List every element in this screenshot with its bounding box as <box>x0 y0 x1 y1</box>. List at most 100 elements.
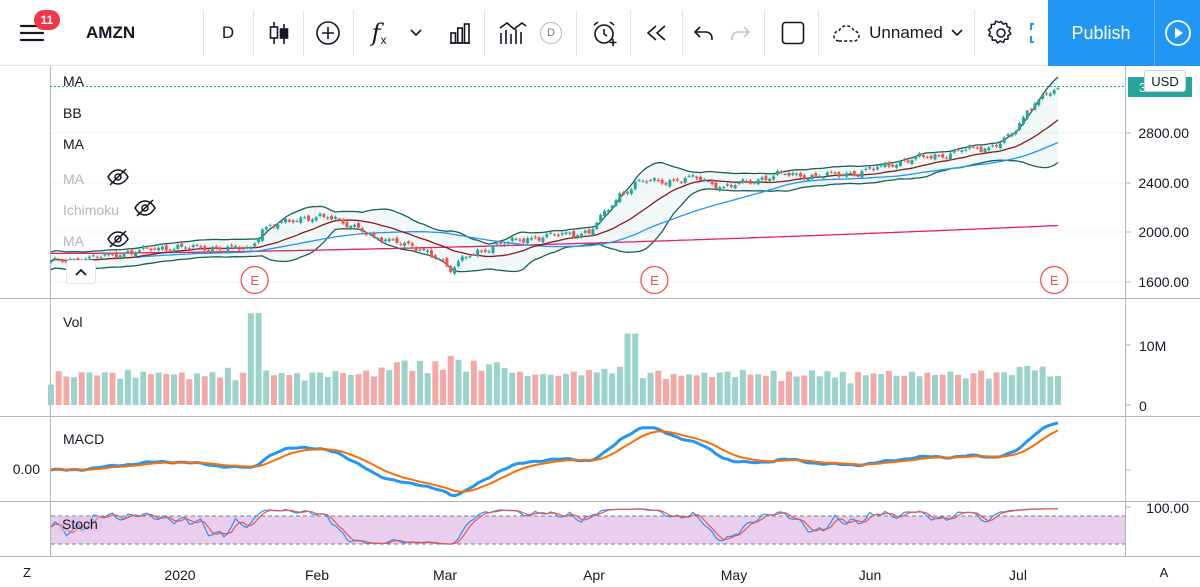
candle-body <box>629 189 633 194</box>
candle-body <box>287 220 291 222</box>
volume-bar <box>939 374 946 405</box>
time-axis[interactable]: 2020 Feb Mar Apr May Jun Jul <box>164 567 1027 583</box>
fullscreen-button[interactable] <box>1030 0 1048 66</box>
legend-ma-2[interactable]: MA <box>63 136 84 152</box>
candle-body <box>860 171 864 178</box>
eye-off-icon[interactable] <box>106 168 130 189</box>
candle-body <box>768 178 772 182</box>
candle-body <box>387 239 391 242</box>
candle-body <box>1037 99 1041 106</box>
symbol-search[interactable]: AMZN <box>86 23 136 42</box>
candle-body <box>364 233 368 236</box>
legend-ma-4-hidden[interactable]: MA <box>63 230 130 251</box>
candle-body <box>172 249 176 253</box>
bar-replay-button[interactable] <box>634 0 680 66</box>
volume-bar <box>309 372 316 405</box>
zoom-button[interactable]: Z <box>23 564 31 580</box>
collapse-legend-button[interactable] <box>66 260 96 284</box>
candle-body <box>679 181 683 183</box>
publish-video-button[interactable] <box>1154 0 1200 66</box>
currency-button[interactable]: USD <box>1144 70 1186 92</box>
legend-ma-1[interactable]: MA <box>63 73 84 89</box>
undo-button[interactable] <box>686 0 722 66</box>
candle-body <box>895 164 899 168</box>
candle-body <box>141 246 145 249</box>
volume-bar <box>401 360 408 405</box>
volume-pane-label[interactable]: Vol <box>63 314 83 330</box>
candle-body <box>906 160 910 163</box>
volume-bar <box>355 374 362 405</box>
volume-bar <box>370 376 377 405</box>
publish-button[interactable]: Publish <box>1048 0 1154 66</box>
legend-ma-3-hidden[interactable]: MA <box>63 168 130 189</box>
legend-ichimoku-hidden[interactable]: Ichimoku <box>63 199 157 220</box>
candle-body <box>699 176 703 181</box>
eye-off-icon[interactable] <box>106 230 130 251</box>
volume-bar <box>1031 370 1038 405</box>
candle-body <box>718 187 722 191</box>
candle-body <box>276 224 280 229</box>
interval-button[interactable]: D <box>221 23 235 42</box>
earnings-marker <box>1040 265 1069 295</box>
candle-body <box>599 214 603 222</box>
volume-bar <box>993 372 1000 405</box>
candle-body <box>253 243 257 247</box>
candle-body <box>998 143 1002 149</box>
candle-body <box>529 237 533 240</box>
volume-bar <box>524 375 531 405</box>
chart-style-button[interactable] <box>255 0 303 66</box>
toolbar-divider <box>576 10 577 56</box>
price-tick-label: 2400.00 <box>1138 175 1189 191</box>
candle-body <box>61 260 65 262</box>
candle-body <box>449 266 453 273</box>
stoch-pane-label[interactable]: Stoch <box>58 516 102 532</box>
candle-body <box>503 244 507 246</box>
macd-pane-label[interactable]: MACD <box>63 431 105 447</box>
candle-body <box>952 149 956 153</box>
volume-bar <box>632 333 639 405</box>
create-alert-button[interactable] <box>582 0 628 66</box>
candle-body <box>572 231 576 238</box>
candle-body <box>406 241 410 244</box>
financials-button[interactable] <box>437 0 483 66</box>
eye-off-icon[interactable] <box>133 199 157 220</box>
volume-bars <box>48 313 1061 405</box>
compare-symbol-button[interactable] <box>305 0 351 66</box>
candle-body <box>798 173 802 177</box>
auto-scale-button[interactable]: A <box>1159 564 1169 580</box>
volume-bar <box>578 375 585 405</box>
candle-body <box>310 219 314 222</box>
settings-button[interactable] <box>978 0 1024 66</box>
legend-bb[interactable]: BB <box>63 105 82 121</box>
save-layout-button[interactable]: Unnamed <box>822 0 972 66</box>
candle-body <box>207 250 211 252</box>
redo-button[interactable] <box>722 0 758 66</box>
indicators-button[interactable]: f x <box>357 0 437 66</box>
chart-canvas[interactable]: E E E 2800.00 2400.00 2000.00 1600.00 10M … <box>0 66 1200 587</box>
candle-body <box>107 253 111 256</box>
time-label: Feb <box>305 567 329 583</box>
earnings-marker-label: E <box>1050 273 1059 288</box>
price-axis[interactable]: 2800.00 2400.00 2000.00 1600.00 10M 0 0.… <box>13 125 1189 516</box>
candle-body <box>618 193 622 202</box>
volume-bar <box>624 333 631 405</box>
stoch-band <box>51 516 1125 544</box>
toolbar-divider <box>484 10 485 56</box>
volume-bar <box>762 375 769 405</box>
toolbar-divider <box>303 10 304 56</box>
candle-body <box>380 237 384 243</box>
chart-layout-button[interactable] <box>770 0 816 66</box>
candle-body <box>822 177 826 179</box>
volume-bar <box>732 377 739 405</box>
function-icon: f <box>371 19 381 47</box>
candle-body <box>518 239 522 241</box>
candle-body <box>918 153 922 157</box>
candle-body <box>487 251 491 253</box>
candle-body <box>99 257 103 259</box>
candle-body <box>752 182 756 184</box>
candle-body <box>1033 103 1037 110</box>
volume-bar <box>347 374 354 405</box>
indicator-templates-button[interactable]: D <box>490 0 570 66</box>
macd-line <box>50 421 1059 498</box>
